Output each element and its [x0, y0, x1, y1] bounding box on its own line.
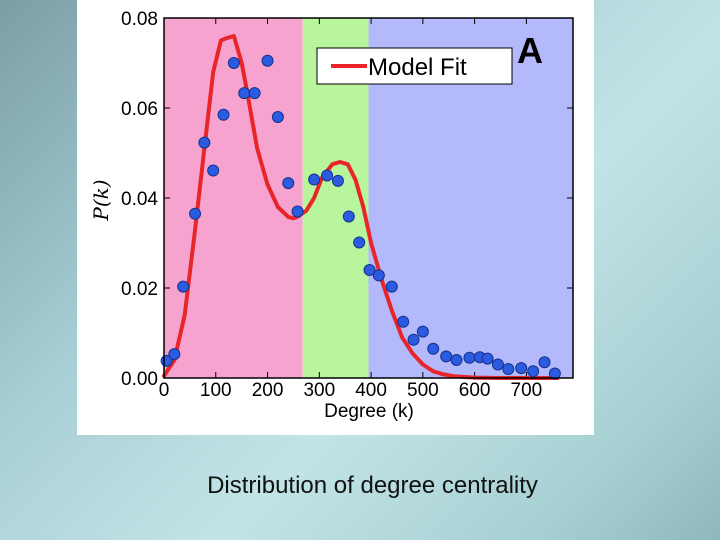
- data-point: [342, 210, 355, 223]
- model-fit-layer: [162, 34, 560, 380]
- region-1: [164, 18, 303, 378]
- data-point: [248, 87, 261, 100]
- data-point: [271, 111, 284, 123]
- x-tick-label-100: 100: [200, 380, 232, 401]
- data-point: [397, 315, 410, 328]
- x-tick-label-200: 200: [252, 380, 284, 401]
- x-tick-label-500: 500: [407, 380, 439, 401]
- y-axis-label: P(k): [89, 179, 113, 221]
- data-point: [385, 280, 398, 293]
- data-point: [291, 205, 304, 218]
- x-tick-label-400: 400: [355, 380, 387, 401]
- data-point: [515, 362, 528, 375]
- data-point: [502, 363, 515, 375]
- data-point: [372, 269, 385, 282]
- y-tick-label-3: 0.06: [121, 99, 158, 120]
- x-tick-label-0: 0: [159, 380, 170, 401]
- x-tick-label-600: 600: [459, 380, 491, 401]
- data-point: [353, 236, 366, 249]
- y-tick-labels: 0.00 0.02 0.04 0.06 0.08: [121, 9, 158, 390]
- chart-card: 0 100 200 300 400 500 600 700 0.00 0.02 0.04 0.06 0…: [77, 0, 594, 435]
- y-tick-label-1: 0.02: [121, 279, 158, 300]
- y-tick-label-0: 0.00: [121, 369, 158, 390]
- data-point: [168, 348, 181, 361]
- data-point: [177, 280, 190, 293]
- data-point: [538, 356, 551, 369]
- data-point: [463, 351, 476, 364]
- x-axis-label: Degree (k): [324, 401, 414, 422]
- data-point: [282, 177, 295, 190]
- plot-frame: [163, 17, 574, 379]
- data-point: [308, 173, 321, 186]
- data-point: [189, 207, 202, 220]
- degree-distribution-chart: 0 100 200 300 400 500 600 700 0.000.020.040.060…: [89, 9, 574, 422]
- x-tick-labels: 0 100 200 300 400 500 600 700: [159, 380, 543, 401]
- data-point: [440, 350, 453, 363]
- data-point: [427, 342, 440, 355]
- slide-caption: Distribution of degree centrality: [207, 472, 538, 499]
- data-point: [363, 264, 376, 276]
- data-point: [238, 87, 251, 100]
- data-point: [450, 354, 463, 366]
- y-tick-label-4: 0.08: [121, 9, 158, 30]
- data-point: [261, 54, 274, 67]
- data-point: [481, 352, 494, 365]
- tick-marks: [163, 17, 573, 379]
- data-point: [407, 333, 420, 346]
- data-points: [160, 54, 561, 380]
- legend-label: Model Fit: [368, 54, 467, 81]
- legend: Model Fit: [316, 47, 513, 85]
- x-tick-label-300: 300: [303, 380, 335, 401]
- data-point: [321, 169, 334, 182]
- panel-label: A: [517, 30, 543, 71]
- data-point: [548, 367, 561, 380]
- model-fit-line: [162, 34, 560, 380]
- x-tick-label-700: 700: [511, 380, 543, 401]
- data-point: [527, 365, 540, 378]
- y-tick-label-2: 0.04: [121, 189, 158, 210]
- data-point: [491, 358, 504, 371]
- data-point: [217, 108, 230, 121]
- data-point: [416, 325, 429, 338]
- data-point: [198, 136, 211, 149]
- data-point: [207, 164, 220, 177]
- data-point: [227, 57, 240, 69]
- data-point: [331, 174, 344, 187]
